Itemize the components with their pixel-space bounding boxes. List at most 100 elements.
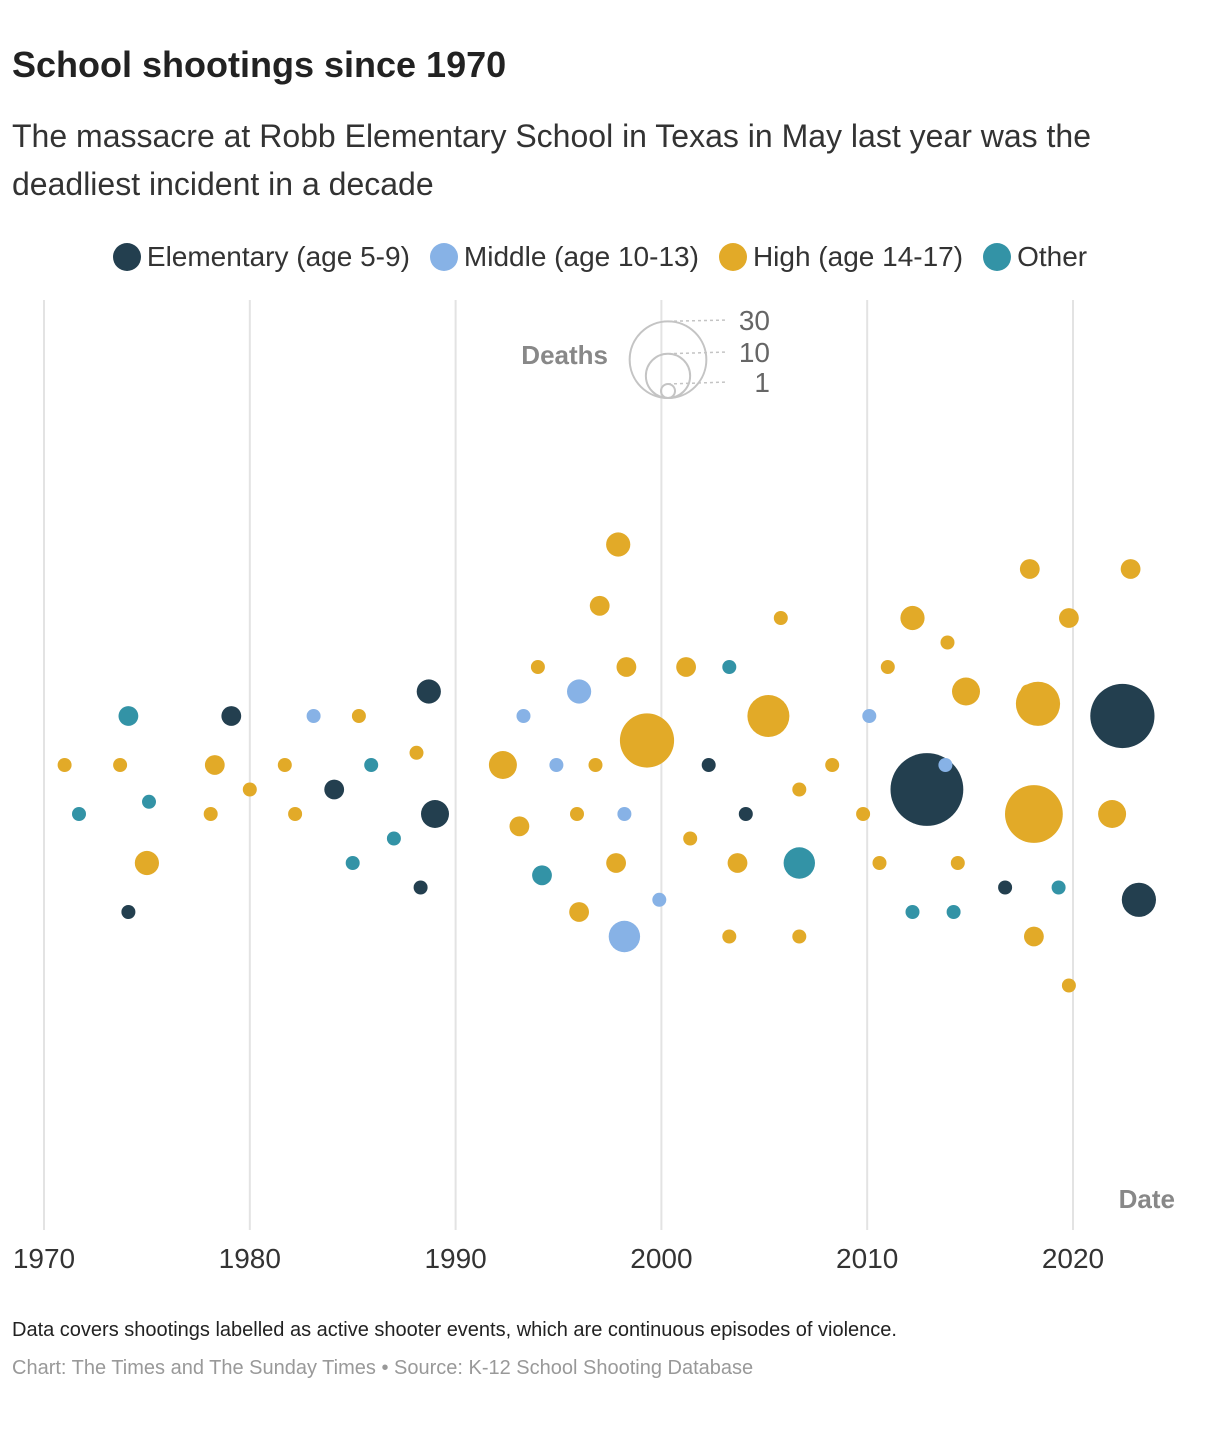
bubble-high[interactable]: [747, 695, 790, 737]
bubble-high[interactable]: [872, 856, 887, 870]
bubble-high[interactable]: [113, 758, 128, 772]
bubbles: [57, 532, 1156, 993]
bubble-elementary[interactable]: [701, 758, 716, 772]
bubble-other[interactable]: [118, 706, 139, 726]
bubble-high[interactable]: [606, 532, 631, 557]
bubble-middle[interactable]: [938, 758, 953, 772]
bubble-high[interactable]: [277, 758, 292, 772]
bubble-high[interactable]: [1120, 559, 1141, 579]
bubble-elementary[interactable]: [324, 779, 345, 800]
bubble-middle[interactable]: [617, 807, 632, 821]
size-legend-circle-30: [628, 320, 708, 400]
bubble-high[interactable]: [530, 660, 545, 674]
legend: Elementary (age 5-9) Middle (age 10-13) …: [0, 241, 1200, 273]
bubble-other[interactable]: [532, 865, 552, 886]
bubble-middle[interactable]: [608, 920, 641, 953]
gridlines: [43, 300, 1074, 1230]
bubble-high[interactable]: [773, 611, 788, 625]
legend-swatch-elementary: [112, 243, 141, 271]
bubble-high[interactable]: [1019, 559, 1040, 579]
chart-title: School shootings since 1970: [12, 44, 507, 85]
bubble-high[interactable]: [351, 709, 366, 723]
bubble-high[interactable]: [950, 856, 965, 870]
bubble-high[interactable]: [1005, 785, 1063, 843]
bubble-high[interactable]: [952, 677, 980, 706]
bubble-high[interactable]: [619, 713, 675, 768]
bubble-other[interactable]: [946, 905, 961, 919]
bubble-high[interactable]: [288, 807, 303, 821]
bubble-elementary[interactable]: [890, 753, 964, 826]
bubble-elementary[interactable]: [998, 880, 1013, 895]
bubble-middle[interactable]: [516, 709, 531, 723]
bubble-other[interactable]: [722, 660, 737, 674]
bubble-high[interactable]: [588, 758, 603, 772]
legend-item-high[interactable]: High (age 14-17): [718, 241, 963, 273]
bubble-other[interactable]: [364, 758, 379, 772]
bubble-other[interactable]: [142, 794, 156, 809]
legend-label-elementary: Elementary (age 5-9): [146, 241, 410, 272]
bubble-high[interactable]: [683, 831, 698, 846]
bubble-other[interactable]: [72, 807, 86, 821]
chart-subtitle: The massacre at Robb Elementary School i…: [12, 118, 1092, 202]
bubble-high[interactable]: [880, 660, 895, 674]
bubble-elementary[interactable]: [1090, 683, 1155, 749]
x-axis: 1970 1980 1990 2000 2010 2020: [13, 1243, 1104, 1274]
bubble-high[interactable]: [204, 755, 225, 775]
bubble-high[interactable]: [569, 902, 589, 922]
bubble-elementary[interactable]: [416, 679, 441, 704]
legend-item-other[interactable]: Other: [983, 241, 1087, 273]
size-legend-label-10: 10: [739, 337, 770, 368]
bubble-high[interactable]: [1061, 978, 1076, 993]
bubble-high[interactable]: [488, 751, 517, 779]
bubble-high[interactable]: [606, 853, 626, 873]
bubble-other[interactable]: [783, 847, 815, 879]
bubble-high[interactable]: [570, 807, 584, 821]
footnote: Data covers shootings labelled as active…: [12, 1319, 897, 1341]
bubble-other[interactable]: [345, 856, 360, 870]
legend-item-middle[interactable]: Middle (age 10-13): [429, 241, 699, 273]
bubble-high[interactable]: [616, 657, 637, 677]
bubble-high[interactable]: [134, 850, 159, 876]
bubble-high[interactable]: [825, 758, 840, 772]
bubble-middle[interactable]: [652, 892, 667, 907]
bubble-high[interactable]: [509, 816, 530, 837]
size-legend-circle-10: [644, 352, 692, 400]
bubble-other[interactable]: [905, 905, 920, 919]
bubble-high[interactable]: [940, 635, 955, 650]
bubble-elementary[interactable]: [421, 800, 449, 828]
bubble-middle[interactable]: [306, 709, 321, 723]
bubble-high[interactable]: [722, 929, 737, 944]
x-tick-label-1990: 1990: [424, 1243, 486, 1274]
bubble-elementary[interactable]: [121, 905, 136, 919]
bubble-elementary[interactable]: [413, 880, 428, 895]
size-legend-title: Deaths: [521, 340, 608, 370]
bubble-high[interactable]: [57, 758, 72, 772]
bubble-high[interactable]: [676, 657, 696, 677]
bubble-high[interactable]: [856, 807, 871, 821]
bubble-high[interactable]: [727, 853, 748, 873]
bubble-high[interactable]: [792, 929, 807, 944]
bubble-high[interactable]: [900, 605, 925, 631]
bubble-middle[interactable]: [549, 758, 564, 772]
legend-label-middle: Middle (age 10-13): [463, 241, 699, 272]
bubble-middle[interactable]: [862, 709, 877, 723]
bubble-elementary[interactable]: [1121, 882, 1156, 917]
bubble-other[interactable]: [1051, 880, 1066, 895]
bubble-high[interactable]: [589, 595, 610, 616]
bubble-high[interactable]: [1098, 800, 1127, 828]
bubble-high[interactable]: [1020, 684, 1035, 699]
x-tick-label-2000: 2000: [630, 1243, 692, 1274]
bubble-high[interactable]: [1024, 926, 1044, 947]
bubble-high[interactable]: [203, 807, 218, 821]
bubble-high[interactable]: [409, 745, 424, 760]
bubble-middle[interactable]: [567, 679, 592, 704]
size-legend-label-30: 30: [739, 305, 770, 336]
bubble-high[interactable]: [792, 782, 807, 797]
legend-item-elementary[interactable]: Elementary (age 5-9): [112, 241, 410, 273]
bubble-elementary[interactable]: [221, 706, 242, 726]
bubble-elementary[interactable]: [738, 807, 753, 821]
bubble-high[interactable]: [242, 782, 257, 797]
bubble-other[interactable]: [386, 831, 401, 846]
bubble-high[interactable]: [1059, 608, 1079, 628]
